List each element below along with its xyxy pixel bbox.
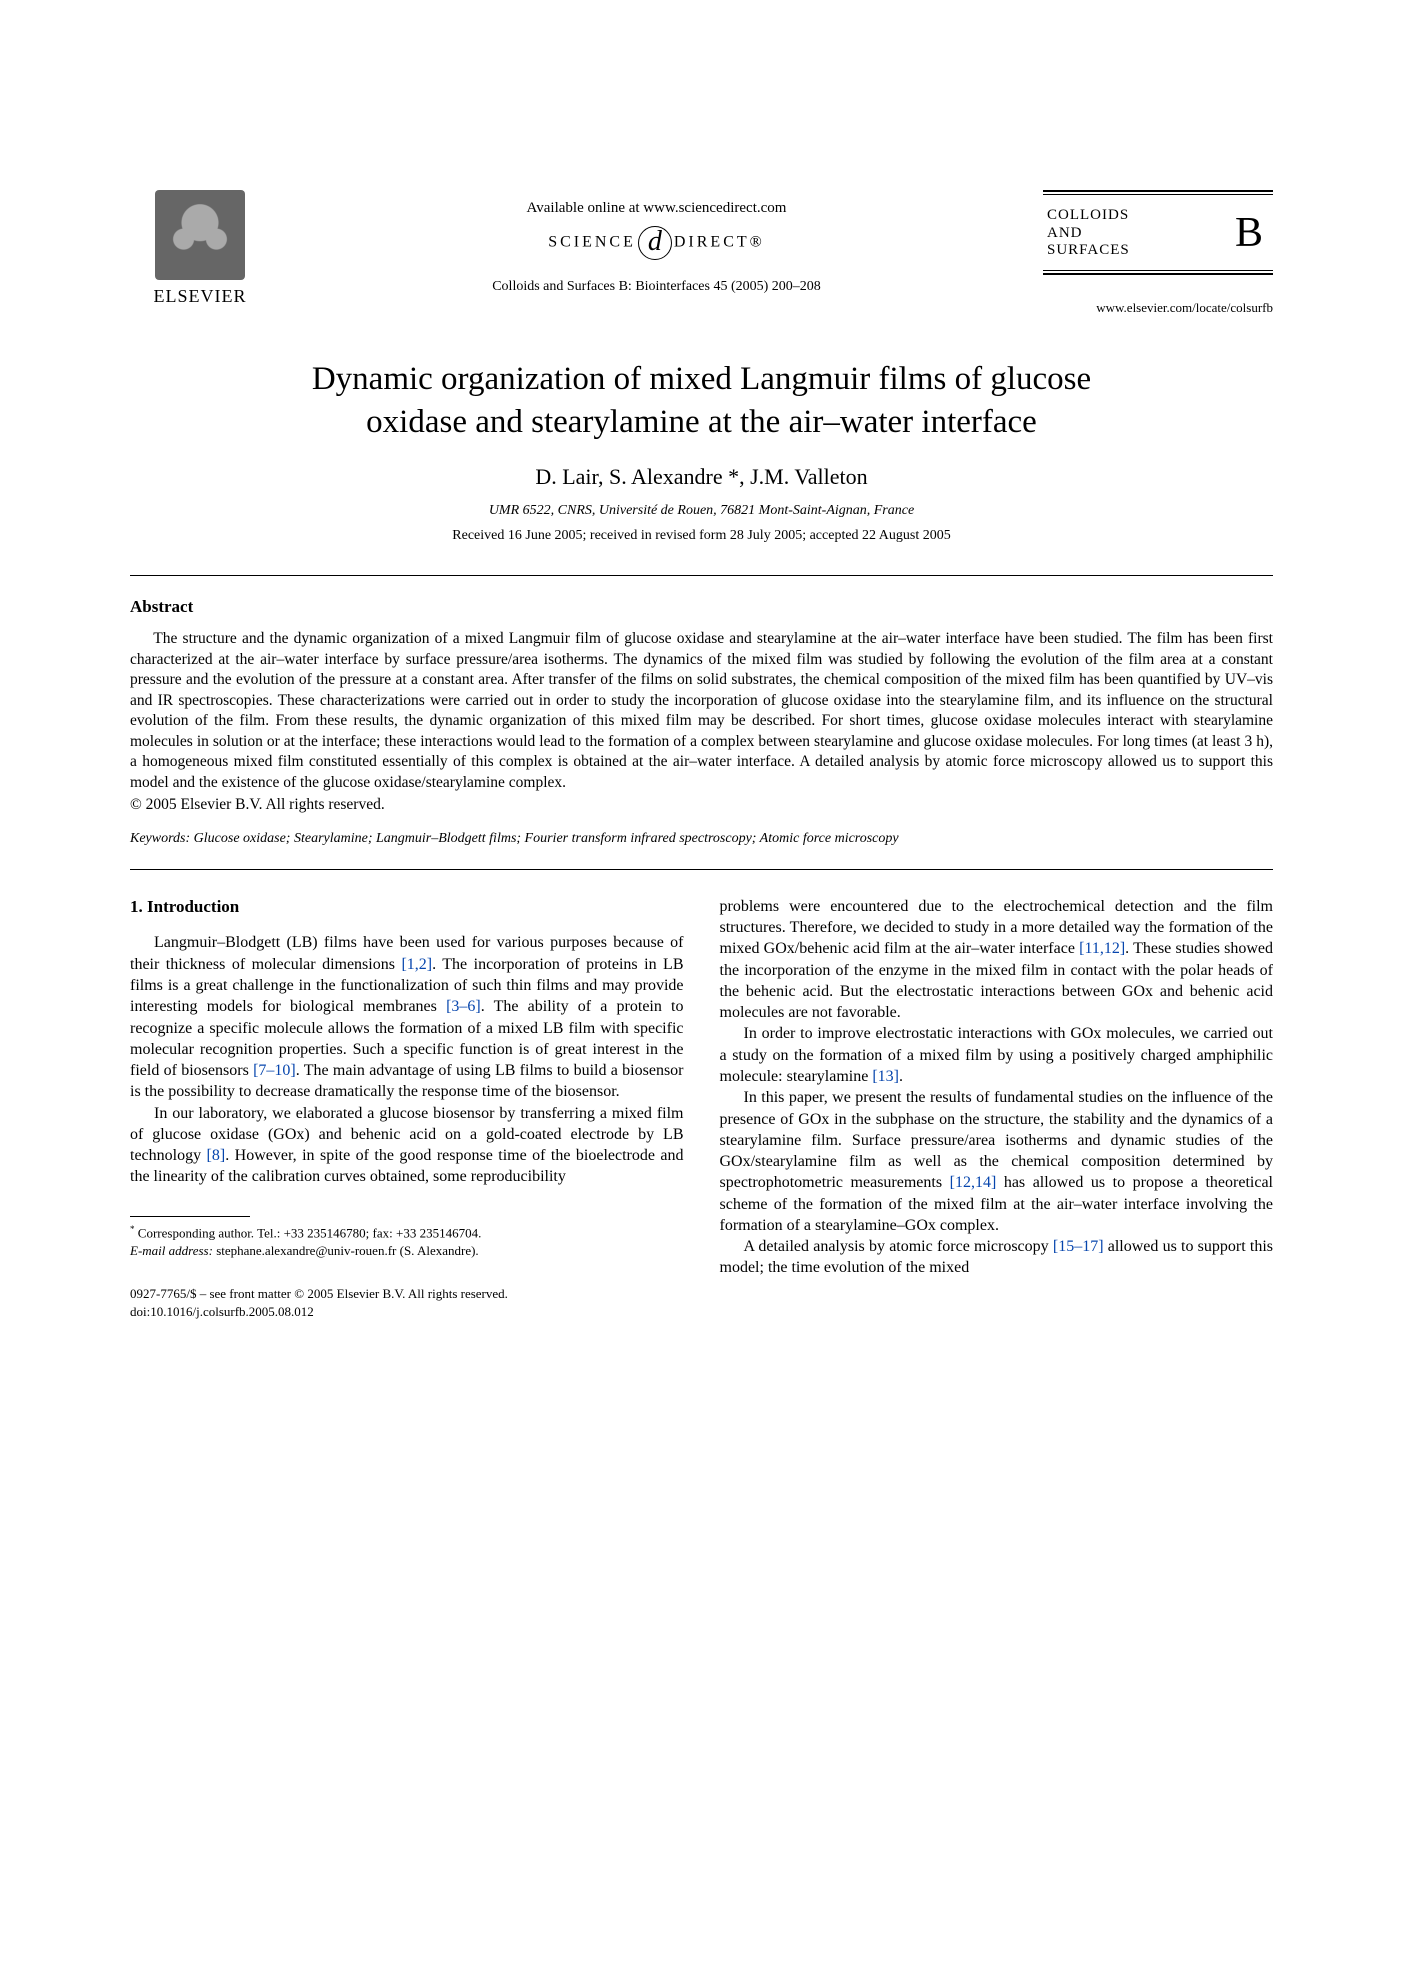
sd-right: DIRECT® [674, 234, 765, 251]
footnotes: * Corresponding author. Tel.: +33 235146… [130, 1223, 684, 1259]
abstract-block: Abstract The structure and the dynamic o… [130, 596, 1273, 848]
journal-title-box: COLLOIDS AND SURFACES B www.elsevier.com… [1043, 190, 1273, 316]
body-columns: 1. Introduction Langmuir–Blodgett (LB) f… [130, 896, 1273, 1320]
journal-box-inner: COLLOIDS AND SURFACES B [1043, 197, 1273, 270]
keywords-label: Keywords: [130, 831, 190, 846]
ref-1-2[interactable]: [1,2] [401, 956, 432, 973]
sd-left: SCIENCE [548, 234, 636, 251]
abstract-heading: Abstract [130, 596, 1273, 619]
abstract-text: The structure and the dynamic organizati… [130, 630, 1273, 790]
page-header: ELSEVIER Available online at www.science… [130, 190, 1273, 316]
corr-text: Corresponding author. Tel.: +33 23514678… [138, 1225, 482, 1240]
intro-para-1: Langmuir–Blodgett (LB) films have been u… [130, 932, 684, 1102]
footnote-rule [130, 1216, 250, 1217]
publisher-logo-block: ELSEVIER [130, 190, 270, 308]
keywords-text: Glucose oxidase; Stearylamine; Langmuir–… [194, 831, 899, 846]
email-line: E-mail address: stephane.alexandre@univ-… [130, 1242, 684, 1260]
available-online-line: Available online at www.sciencedirect.co… [270, 198, 1043, 218]
rp2a: In order to improve electrostatic intera… [720, 1025, 1274, 1085]
left-column: 1. Introduction Langmuir–Blodgett (LB) f… [130, 896, 684, 1320]
rp2b: . [899, 1068, 903, 1085]
article-title: Dynamic organization of mixed Langmuir f… [262, 358, 1142, 444]
journal-name-l3: SURFACES [1047, 242, 1130, 259]
right-para-2: In order to improve electrostatic intera… [720, 1023, 1274, 1087]
ref-8[interactable]: [8] [207, 1147, 226, 1164]
rule-bot [1043, 273, 1273, 275]
title-line-2: oxidase and stearylamine at the air–wate… [366, 404, 1037, 440]
elsevier-tree-icon [155, 190, 245, 280]
abstract-body: The structure and the dynamic organizati… [130, 629, 1273, 793]
right-para-4: A detailed analysis by atomic force micr… [720, 1236, 1274, 1279]
keywords-line: Keywords: Glucose oxidase; Stearylamine;… [130, 830, 1273, 849]
journal-letter: B [1235, 205, 1269, 262]
title-line-1: Dynamic organization of mixed Langmuir f… [312, 361, 1091, 397]
ref-7-10[interactable]: [7–10] [253, 1062, 296, 1079]
journal-citation: Colloids and Surfaces B: Biointerfaces 4… [270, 278, 1043, 297]
ref-15-17[interactable]: [15–17] [1053, 1238, 1104, 1255]
divider-above-abstract [130, 575, 1273, 576]
rule-bot-thin [1043, 270, 1273, 271]
front-matter-block: 0927-7765/$ – see front matter © 2005 El… [130, 1285, 684, 1320]
ref-3-6[interactable]: [3–6] [446, 998, 481, 1015]
sciencedirect-logo: SCIENCEdDIRECT® [270, 226, 1043, 260]
journal-name-l1: COLLOIDS [1047, 207, 1130, 224]
authors-line: D. Lair, S. Alexandre *, J.M. Valleton [130, 462, 1273, 492]
ref-13[interactable]: [13] [872, 1068, 899, 1085]
email-address: stephane.alexandre@univ-rouen.fr (S. Ale… [216, 1243, 478, 1258]
copyright-line: © 2005 Elsevier B.V. All rights reserved… [130, 795, 1273, 816]
journal-url: www.elsevier.com/locate/colsurfb [1043, 299, 1273, 317]
intro-para-2: In our laboratory, we elaborated a gluco… [130, 1103, 684, 1188]
front-matter-line: 0927-7765/$ – see front matter © 2005 El… [130, 1285, 684, 1303]
rule-top-thin [1043, 194, 1273, 195]
sd-swirl-icon: d [638, 226, 672, 260]
ref-12-14[interactable]: [12,14] [950, 1174, 997, 1191]
rp4a: A detailed analysis by atomic force micr… [744, 1238, 1053, 1255]
journal-name: COLLOIDS AND SURFACES [1047, 207, 1130, 259]
article-dates: Received 16 June 2005; received in revis… [130, 527, 1273, 546]
email-label: E-mail address: [130, 1243, 213, 1258]
affiliation-line: UMR 6522, CNRS, Université de Rouen, 768… [130, 502, 1273, 521]
right-column: problems were encountered due to the ele… [720, 896, 1274, 1320]
ref-11-12[interactable]: [11,12] [1079, 940, 1125, 957]
rule-top [1043, 190, 1273, 192]
right-para-1: problems were encountered due to the ele… [720, 896, 1274, 1024]
corresponding-author: * Corresponding author. Tel.: +33 235146… [130, 1223, 684, 1242]
publisher-name: ELSEVIER [130, 284, 270, 308]
center-header: Available online at www.sciencedirect.co… [270, 190, 1043, 297]
right-para-3: In this paper, we present the results of… [720, 1087, 1274, 1236]
doi-line: doi:10.1016/j.colsurfb.2005.08.012 [130, 1303, 684, 1321]
divider-below-abstract [130, 869, 1273, 870]
section-1-heading: 1. Introduction [130, 896, 684, 919]
journal-name-l2: AND [1047, 225, 1130, 242]
